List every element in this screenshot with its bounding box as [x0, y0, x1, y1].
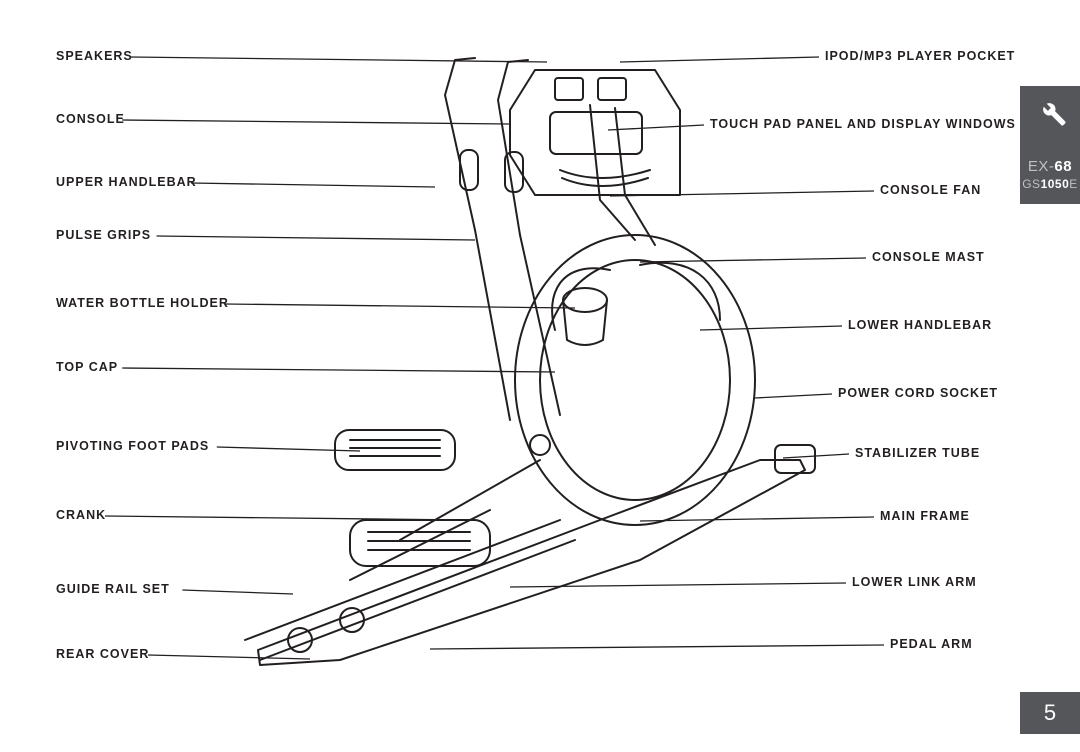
label-crank: CRANK — [56, 508, 106, 522]
label-console-mast: CONSOLE MAST — [872, 250, 985, 264]
wrench-icon — [1033, 94, 1067, 128]
model-prefix: EX- — [1028, 158, 1055, 175]
label-lower-handlebar: LOWER HANDLEBAR — [848, 318, 992, 332]
label-lower-link-arm: LOWER LINK ARM — [852, 575, 977, 589]
label-console: CONSOLE — [56, 112, 125, 126]
label-upper-handlebar: UPPER HANDLEBAR — [56, 175, 197, 189]
model-number: 68 — [1054, 158, 1072, 175]
label-rear-cover: REAR COVER — [56, 647, 149, 661]
label-ipod-pocket: IPOD/MP3 PLAYER POCKET — [825, 49, 1015, 63]
sub-suffix: E — [1069, 177, 1078, 191]
sub-bold: 1050 — [1041, 177, 1070, 191]
section-tab: EX-68 GS1050E — [1020, 86, 1080, 204]
page-number: 5 — [1020, 692, 1080, 734]
page-number-value: 5 — [1044, 700, 1056, 726]
label-guide-rail: GUIDE RAIL SET — [56, 582, 170, 596]
label-pulse-grips: PULSE GRIPS — [56, 228, 151, 242]
label-stabilizer-tube: STABILIZER TUBE — [855, 446, 980, 460]
sub-model-code: GS1050E — [1022, 177, 1078, 191]
label-water-bottle: WATER BOTTLE HOLDER — [56, 296, 229, 310]
label-foot-pads: PIVOTING FOOT PADS — [56, 439, 209, 453]
label-console-fan: CONSOLE FAN — [880, 183, 981, 197]
sub-prefix: GS — [1022, 177, 1040, 191]
label-main-frame: MAIN FRAME — [880, 509, 970, 523]
diagram-page: SPEAKERS CONSOLE UPPER HANDLEBAR PULSE GRIP… — [0, 0, 1080, 752]
label-pedal-arm: PEDAL ARM — [890, 637, 973, 651]
label-top-cap: TOP CAP — [56, 360, 118, 374]
label-speakers: SPEAKERS — [56, 49, 133, 63]
model-code: EX-68 — [1028, 158, 1072, 175]
label-power-cord: POWER CORD SOCKET — [838, 386, 998, 400]
label-touch-pad: TOUCH PAD PANEL AND DISPLAY WINDOWS — [710, 117, 1016, 131]
